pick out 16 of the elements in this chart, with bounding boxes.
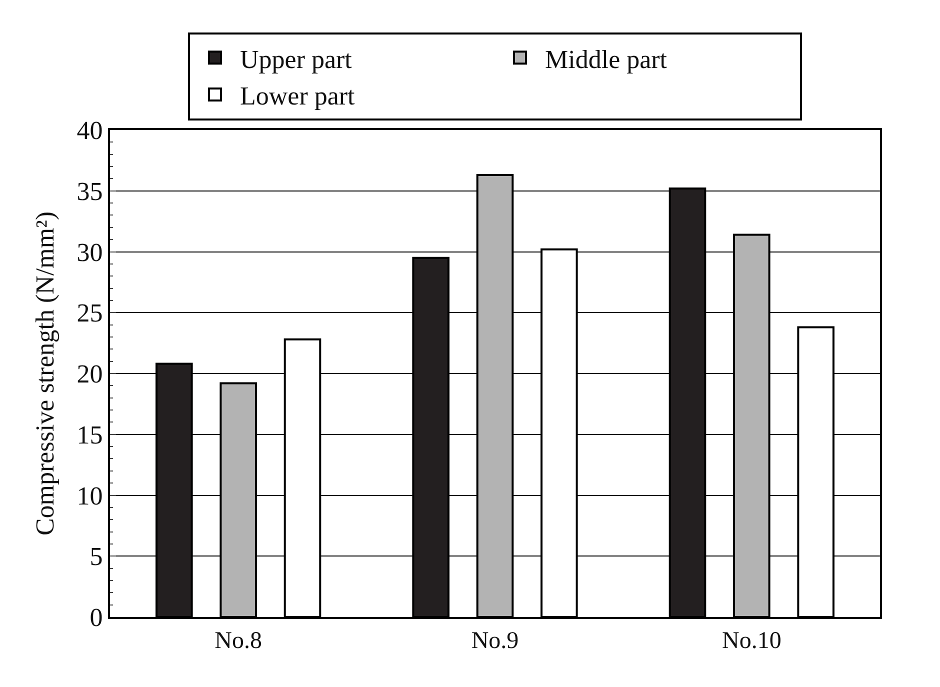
x-tick-label: No.9 [471, 628, 519, 654]
y-tick-label: 10 [76, 481, 103, 510]
legend-label: Upper part [240, 44, 353, 74]
y-axis-title: Compressive strength (N/mm²) [30, 211, 60, 536]
y-tick-label: 40 [76, 116, 103, 146]
legend-label: Middle part [545, 44, 668, 74]
y-tick-label: 15 [76, 420, 103, 450]
x-tick-label: No.10 [722, 628, 782, 654]
y-tick-label: 0 [90, 603, 103, 632]
y-tick-label: 20 [76, 360, 103, 389]
legend-label: Lower part [240, 82, 356, 111]
y-tick-label: 5 [90, 542, 103, 572]
y-tick-label: 25 [76, 298, 103, 328]
x-tick-label: No.8 [214, 628, 262, 654]
y-tick-label: 35 [76, 176, 103, 206]
y-tick-label: 30 [76, 238, 103, 267]
